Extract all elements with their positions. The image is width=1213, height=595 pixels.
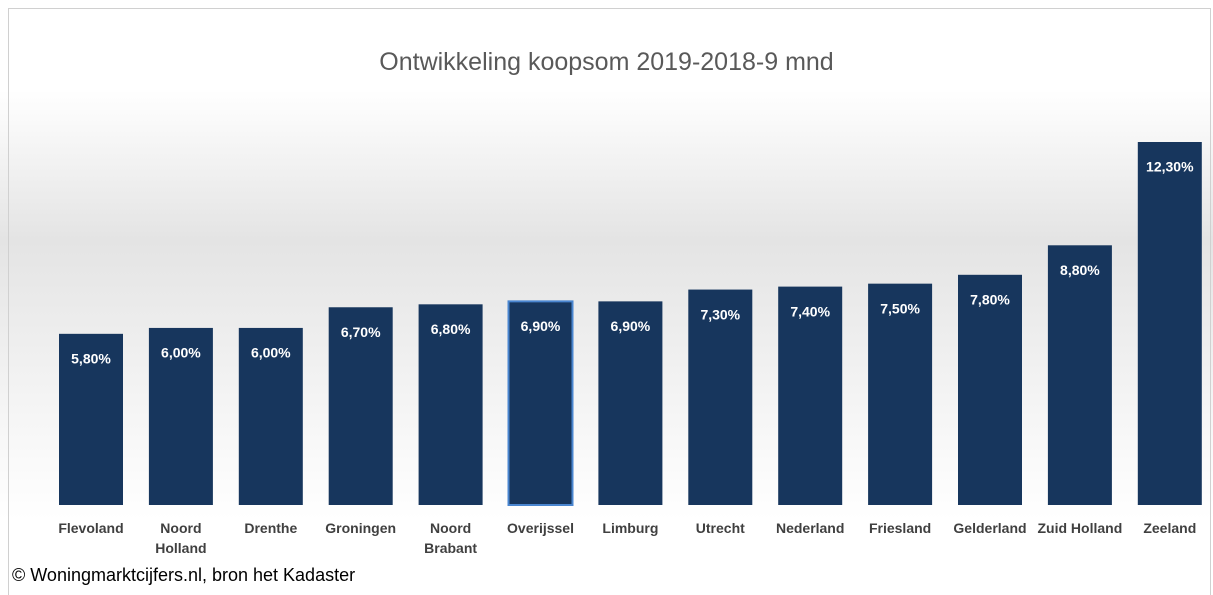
x-tick-label: Nederland (775, 520, 845, 536)
x-tick-label: Zeeland (1143, 520, 1197, 536)
value-label: 7,80% (970, 292, 1010, 308)
x-tick-label: Noord Holland (155, 520, 207, 556)
bar (1137, 142, 1202, 505)
x-tick-label: Overijssel (507, 520, 574, 536)
x-tick-label: Flevoland (58, 520, 124, 536)
value-label: 6,00% (161, 345, 201, 361)
bar (688, 289, 753, 505)
value-label: 6,00% (251, 345, 291, 361)
chart-title: Ontwikkeling koopsom 2019-2018-9 mnd (379, 48, 834, 76)
x-tick-label: Limburg (602, 520, 659, 536)
value-label: 12,30% (1146, 159, 1194, 175)
value-label: 8,80% (1060, 262, 1100, 278)
bar (328, 307, 393, 505)
value-label: 7,40% (790, 303, 830, 319)
bar (598, 301, 663, 505)
x-tick-label: Gelderland (953, 520, 1027, 536)
bar (778, 286, 843, 505)
x-tick-label: Groningen (325, 520, 397, 536)
chart-frame (8, 8, 1211, 595)
bar (958, 274, 1022, 505)
bar (507, 300, 574, 506)
value-label: 7,30% (700, 306, 740, 322)
x-tick-label: Zuid Holland (1037, 520, 1123, 536)
source: © Woningmarktcijfers.nl, bron het Kadast… (12, 565, 356, 585)
value-label: 6,90% (521, 318, 561, 334)
x-tick-label: Utrecht (695, 520, 745, 536)
value-label: 7,50% (880, 300, 920, 316)
x-tick-label: Drenthe (244, 520, 298, 536)
x-tick-label: Friesland (868, 520, 932, 536)
bar (148, 327, 213, 505)
bar (868, 283, 933, 505)
x-tick-label: Noord Brabant (424, 520, 478, 556)
bar (1047, 245, 1112, 506)
value-label: 6,80% (431, 321, 471, 337)
value-label: 5,80% (71, 351, 111, 367)
value-label: 6,70% (341, 324, 381, 340)
bar (238, 327, 303, 505)
value-label: 6,90% (611, 318, 651, 334)
bar (418, 304, 483, 505)
bar (59, 333, 123, 505)
